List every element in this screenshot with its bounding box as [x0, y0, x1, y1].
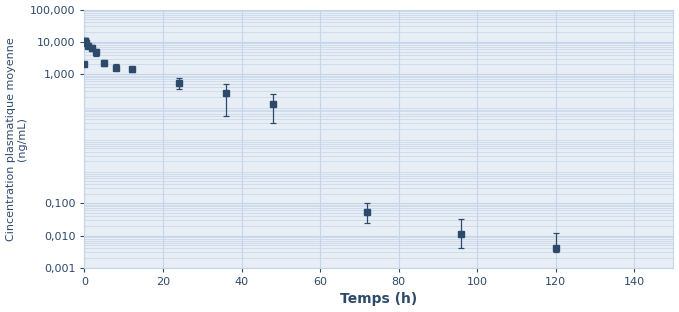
Y-axis label: Cincentration plasmatique moyenne
(ng/mL): Cincentration plasmatique moyenne (ng/mL…	[5, 37, 27, 241]
X-axis label: Temps (h): Temps (h)	[340, 292, 418, 306]
